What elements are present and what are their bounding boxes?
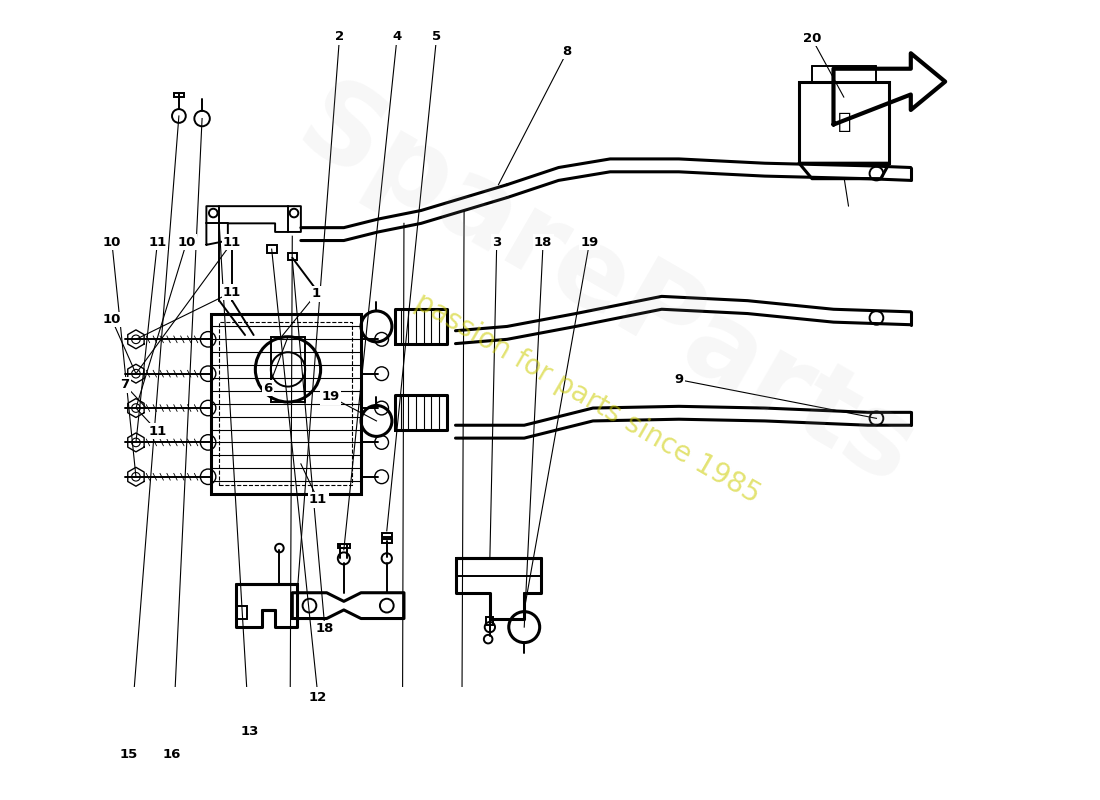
Text: 12: 12 (309, 691, 327, 704)
Text: 5: 5 (432, 30, 441, 43)
Text: 11: 11 (223, 286, 241, 298)
Text: 🐴: 🐴 (837, 113, 851, 133)
Bar (219, 322, 352, 486)
Text: 19: 19 (322, 390, 340, 403)
Bar (266, 245, 277, 254)
Text: 3: 3 (492, 236, 502, 249)
Text: 10: 10 (102, 313, 121, 326)
Text: 7: 7 (120, 378, 130, 391)
Text: 6: 6 (264, 382, 273, 394)
Text: 20: 20 (803, 32, 822, 45)
Bar (486, 617, 493, 626)
Text: 19: 19 (581, 236, 598, 249)
Bar (382, 533, 392, 537)
Text: 11: 11 (148, 425, 166, 438)
Text: SpareParts: SpareParts (280, 70, 933, 508)
Text: 10: 10 (177, 236, 196, 249)
Bar (382, 538, 392, 543)
Text: 11: 11 (148, 236, 166, 249)
Bar (799, 82, 889, 163)
Text: 13: 13 (240, 726, 258, 738)
Bar (338, 544, 350, 548)
Text: 18: 18 (316, 622, 334, 635)
Text: 10: 10 (102, 236, 121, 249)
Text: passion for parts since 1985: passion for parts since 1985 (410, 288, 766, 509)
Text: 2: 2 (336, 30, 344, 43)
Bar (236, 606, 246, 618)
Bar (211, 314, 361, 494)
Text: 11: 11 (223, 236, 241, 249)
Text: 15: 15 (120, 748, 139, 761)
Text: 1: 1 (311, 287, 321, 300)
Text: 4: 4 (393, 30, 402, 43)
Text: 9: 9 (674, 374, 683, 386)
Bar (174, 93, 184, 97)
Text: 8: 8 (562, 45, 572, 58)
Bar (271, 337, 305, 402)
Text: 18: 18 (534, 236, 552, 249)
Bar (288, 254, 297, 260)
Text: 16: 16 (163, 748, 182, 761)
Text: 11: 11 (309, 494, 327, 506)
